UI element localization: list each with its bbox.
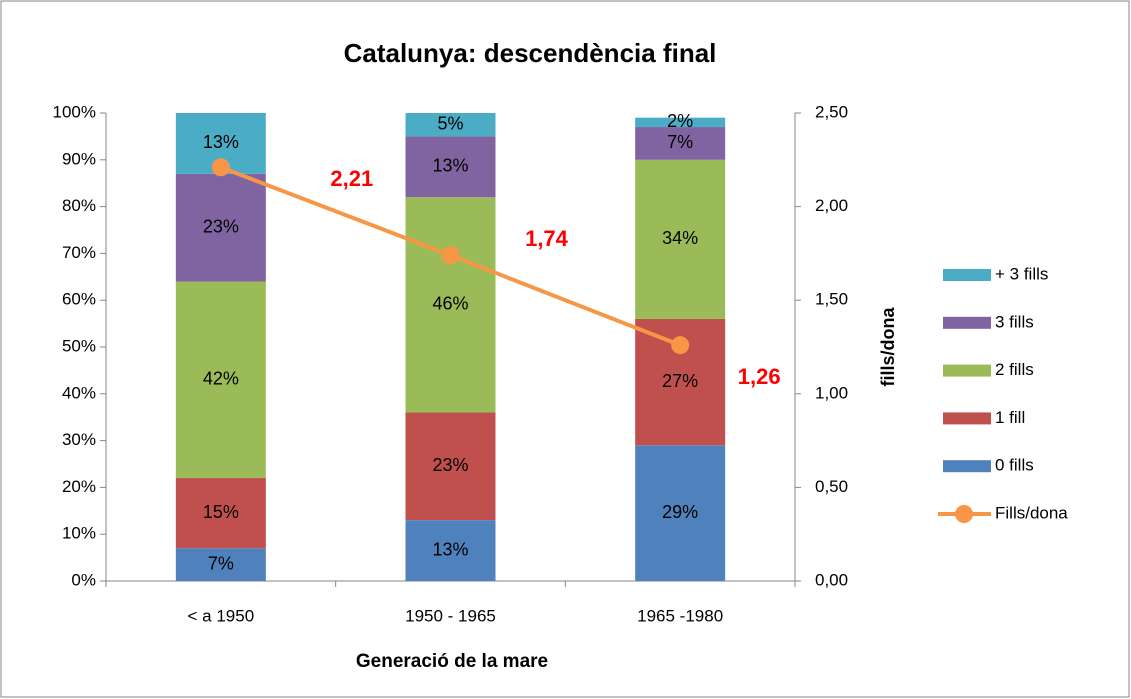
legend-swatch (943, 412, 991, 425)
legend-swatch (943, 460, 991, 473)
y2-axis-label: fills/dona (878, 307, 898, 387)
data-label: 7% (667, 132, 693, 152)
bar-segment (405, 520, 496, 581)
data-label: 13% (432, 539, 468, 559)
data-label: 29% (662, 502, 698, 522)
line-point (441, 246, 460, 265)
data-label: 5% (437, 113, 463, 133)
y-tick-label: 20% (62, 477, 96, 496)
data-label: 27% (662, 371, 698, 391)
y2-tick-label: 0,50 (815, 477, 848, 496)
x-tick-label: 1950 - 1965 (405, 606, 496, 625)
data-label: 13% (432, 156, 468, 176)
y-tick-label: 90% (62, 149, 96, 168)
x-tick-label: < a 1950 (188, 606, 255, 625)
legend-swatch (943, 316, 991, 329)
y2-tick-label: 1,00 (815, 383, 848, 402)
bar-segment (405, 136, 496, 198)
line-data-label: 2,21 (330, 166, 373, 191)
y2-tick-label: 2,00 (815, 196, 848, 215)
y2-tick-label: 2,50 (815, 102, 848, 121)
line-point (671, 336, 690, 355)
y-tick-label: 50% (62, 336, 96, 355)
bar-segment (635, 127, 726, 160)
data-label: 23% (203, 216, 239, 236)
bar-segment (635, 445, 726, 581)
bar-segment (175, 281, 266, 479)
bar-segment (635, 159, 726, 319)
y-tick-label: 0% (71, 570, 96, 589)
data-label: 34% (662, 228, 698, 248)
data-label: 2% (667, 111, 693, 131)
x-axis-label: Generació de la mare (356, 651, 548, 672)
y-tick-label: 100% (53, 102, 96, 121)
legend-label: Fills/dona (995, 503, 1068, 522)
y-tick-label: 10% (62, 524, 96, 543)
line-point (211, 158, 230, 177)
x-tick-label: 1965 -1980 (637, 606, 723, 625)
data-label: 23% (432, 455, 468, 475)
bar-segment (405, 113, 496, 137)
bar-segment (405, 197, 496, 413)
bar-segment (405, 412, 496, 521)
y-tick-label: 30% (62, 430, 96, 449)
data-label: 42% (203, 369, 239, 389)
legend-label: + 3 fills (995, 264, 1048, 283)
data-label: 13% (203, 132, 239, 152)
legend-swatch (943, 364, 991, 377)
legend-marker (955, 505, 973, 523)
data-label: 7% (208, 553, 234, 573)
y-tick-label: 60% (62, 290, 96, 309)
legend-label: 0 fills (995, 456, 1034, 475)
legend-swatch (943, 269, 991, 281)
y2-tick-label: 1,50 (815, 290, 848, 309)
legend-label: 2 fills (995, 360, 1034, 379)
chart-title: Catalunya: descendència final (344, 38, 717, 68)
data-label: 46% (432, 294, 468, 314)
data-label: 15% (203, 502, 239, 522)
legend-label: 3 fills (995, 312, 1034, 331)
legend-label: 1 fill (995, 408, 1025, 427)
y-tick-label: 80% (62, 196, 96, 215)
bar-segment (635, 117, 726, 128)
line-data-label: 1,26 (738, 364, 781, 389)
y-tick-label: 70% (62, 243, 96, 262)
bar-segment (175, 548, 266, 581)
bar-segment (175, 173, 266, 282)
y2-tick-label: 0,00 (815, 570, 848, 589)
y-tick-label: 40% (62, 383, 96, 402)
bar-segment (175, 478, 266, 549)
line-data-label: 1,74 (525, 226, 569, 251)
